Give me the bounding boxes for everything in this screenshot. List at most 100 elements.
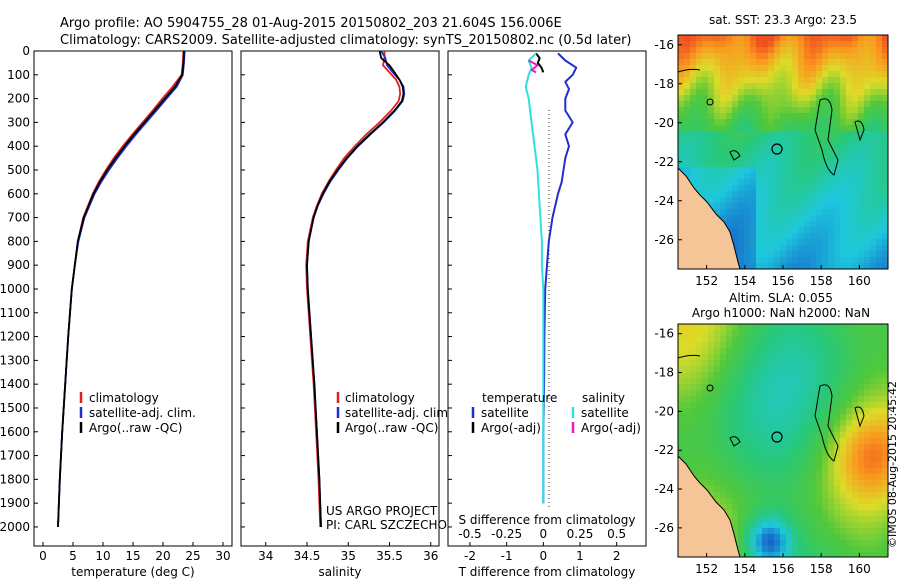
sla-heatmap-cell <box>816 504 823 511</box>
sla-heatmap-cell <box>714 396 721 403</box>
sla-heatmap-cell <box>834 408 841 415</box>
sla-heatmap-cell <box>738 462 745 469</box>
sla-heatmap-cell <box>816 510 823 517</box>
sla-heatmap-cell <box>696 408 703 415</box>
sla-heatmap-cell <box>780 516 787 523</box>
sla-heatmap-cell <box>822 498 829 505</box>
sst-heatmap-cell <box>768 143 775 150</box>
sla-heatmap-cell <box>828 546 835 553</box>
sst-heatmap-cell <box>780 179 787 186</box>
sst-heatmap-cell <box>750 65 757 72</box>
sla-heatmap-cell <box>840 366 847 373</box>
sla-heatmap-cell <box>720 438 727 445</box>
sla-heatmap-cell <box>684 390 691 397</box>
sla-heatmap-cell <box>768 522 775 529</box>
depth-tick-label: 0 <box>22 44 30 58</box>
sst-heatmap-cell <box>702 41 709 48</box>
sst-heatmap-cell <box>714 53 721 60</box>
sla-heatmap-cell <box>738 486 745 493</box>
depth-tick-label: 100 <box>7 68 30 82</box>
depth-tick-label: 1900 <box>0 496 30 510</box>
sla-heatmap-cell <box>864 456 871 463</box>
sla-heatmap-cell <box>882 324 888 331</box>
sla-heatmap-cell <box>780 492 787 499</box>
sla-heatmap-cell <box>768 366 775 373</box>
sla-heatmap-cell <box>852 462 859 469</box>
sla-heatmap-cell <box>840 408 847 415</box>
sla-heatmap-cell <box>750 540 757 547</box>
sst-heatmap-cell <box>720 113 727 120</box>
sla-heatmap-cell <box>738 420 745 427</box>
sla-heatmap-cell <box>684 330 691 337</box>
sla-heatmap-cell <box>702 366 709 373</box>
sla-heatmap-cell <box>780 528 787 535</box>
sst-heatmap-cell <box>762 251 769 258</box>
sla-heatmap-cell <box>738 480 745 487</box>
sla-heatmap-cell <box>822 528 829 535</box>
sla-heatmap-cell <box>822 420 829 427</box>
sst-heatmap-cell <box>822 83 829 90</box>
difference-xlabel-top: S difference from climatology <box>459 513 636 527</box>
sst-heatmap-cell <box>684 35 691 42</box>
sst-heatmap-cell <box>714 113 721 120</box>
sst-heatmap-cell <box>702 35 709 42</box>
sst-heatmap-cell <box>756 203 763 210</box>
sst-heatmap-cell <box>882 185 888 192</box>
sla-heatmap-cell <box>738 498 745 505</box>
sst-heatmap-cell <box>840 167 847 174</box>
sla-heatmap-cell <box>798 468 805 475</box>
sst-heatmap-cell <box>786 173 793 180</box>
sla-heatmap-cell <box>684 402 691 409</box>
sst-heatmap-cell <box>732 65 739 72</box>
sst-heatmap-cell <box>846 173 853 180</box>
sla-heatmap-cell <box>804 378 811 385</box>
sst-heatmap-cell <box>756 173 763 180</box>
sst-heatmap-cell <box>792 239 799 246</box>
sla-heatmap-cell <box>720 354 727 361</box>
sst-heatmap-cell <box>834 185 841 192</box>
sst-heatmap-cell <box>780 239 787 246</box>
sla-heatmap-cell <box>876 372 883 379</box>
sla-heatmap-cell <box>768 426 775 433</box>
sst-heatmap-cell <box>876 221 883 228</box>
sst-heatmap-cell <box>756 257 763 264</box>
sla-heatmap-cell <box>780 360 787 367</box>
sst-heatmap-cell <box>702 185 709 192</box>
sla-heatmap-cell <box>822 342 829 349</box>
sla-heatmap-cell <box>750 396 757 403</box>
sst-heatmap-cell <box>786 239 793 246</box>
sst-heatmap-cell <box>810 221 817 228</box>
sla-heatmap-cell <box>792 366 799 373</box>
reef-contour <box>814 98 839 176</box>
sla-heatmap-cell <box>714 498 721 505</box>
sla-heatmap-cell <box>738 432 745 439</box>
sla-heatmap-cell <box>774 552 781 557</box>
sla-heatmap-cell <box>684 336 691 343</box>
sst-heatmap-cell <box>762 227 769 234</box>
sst-heatmap-cell <box>768 83 775 90</box>
sst-heatmap-cell <box>804 47 811 54</box>
sla-heatmap-cell <box>792 474 799 481</box>
sst-heatmap-cell <box>774 185 781 192</box>
sla-heatmap-cell <box>840 468 847 475</box>
sla-heatmap-cell <box>744 486 751 493</box>
sst-heatmap-cell <box>732 95 739 102</box>
sst-heatmap-cell <box>870 143 877 150</box>
sla-heatmap-cell <box>720 456 727 463</box>
sla-heatmap-cell <box>840 492 847 499</box>
sst-heatmap-cell <box>762 239 769 246</box>
sst-heatmap-cell <box>786 155 793 162</box>
sst-heatmap-cell <box>840 83 847 90</box>
sst-heatmap-cell <box>798 101 805 108</box>
sla-heatmap-cell <box>708 330 715 337</box>
sst-heatmap-cell <box>822 191 829 198</box>
sst-heatmap-cell <box>804 125 811 132</box>
sst-heatmap-cell <box>732 167 739 174</box>
sla-heatmap-cell <box>864 492 871 499</box>
sla-heatmap-cell <box>690 468 697 475</box>
sst-heatmap-cell <box>738 209 745 216</box>
sst-heatmap-cell <box>774 161 781 168</box>
sla-heatmap-cell <box>780 372 787 379</box>
sst-heatmap-cell <box>798 233 805 240</box>
sla-heatmap-cell <box>744 474 751 481</box>
